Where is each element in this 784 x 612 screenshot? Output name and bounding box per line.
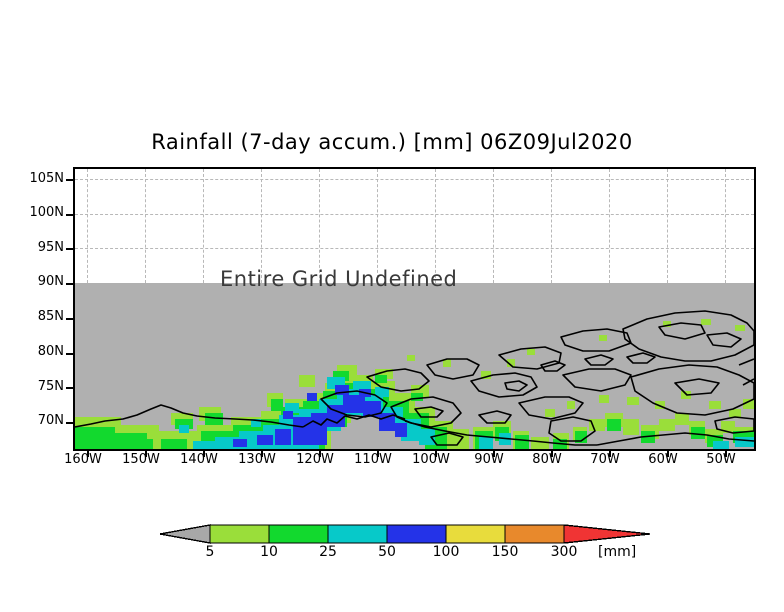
y-axis-label: 70N [37, 413, 64, 428]
colorbar-tick-label: 300 [550, 544, 578, 560]
gridline-vertical [609, 169, 610, 283]
gridline-vertical [493, 169, 494, 283]
x-axis-label: 100W [412, 452, 450, 467]
y-axis-tick [66, 422, 74, 424]
colorbar-segment-50-100 [386, 524, 447, 544]
gridline-horizontal [75, 179, 754, 180]
gridline-vertical [435, 169, 436, 283]
y-axis-tick [66, 353, 74, 355]
x-axis-label: 90W [474, 452, 504, 467]
x-axis-label: 110W [354, 452, 392, 467]
x-axis-tick [551, 449, 553, 457]
colorbar-tick-label: 100 [432, 544, 460, 560]
y-axis-label: 90N [37, 274, 64, 289]
colorbar-tick-label: 25 [319, 544, 337, 560]
colorbar-segment-below-5 [159, 524, 211, 544]
colorbar-tick-label: 10 [260, 544, 278, 560]
gridline-horizontal [75, 248, 754, 249]
x-axis-label: 160W [64, 452, 102, 467]
x-axis-tick [145, 449, 147, 457]
x-axis-tick [725, 449, 727, 457]
y-axis-label: 85N [37, 309, 64, 324]
rainfall-raster [75, 310, 754, 449]
y-axis-tick [66, 214, 74, 216]
gridline-horizontal [75, 214, 754, 215]
colorbar-segment-5-10 [209, 524, 270, 544]
colorbar-unit-label: [mm] [598, 544, 637, 560]
gridline-vertical [377, 169, 378, 283]
page-title: Rainfall (7-day accum.) [mm] 06Z09Jul202… [151, 130, 633, 154]
x-axis-label: 140W [180, 452, 218, 467]
colorbar-segment-25-50 [327, 524, 388, 544]
colorbar-segment-100-150 [445, 524, 506, 544]
y-axis-label: 95N [37, 240, 64, 255]
x-axis-tick [87, 449, 89, 457]
undefined-grid-label: Entire Grid Undefined [220, 267, 458, 291]
colorbar-tick-label: 150 [491, 544, 519, 560]
gridline-vertical [725, 169, 726, 283]
x-axis-tick [435, 449, 437, 457]
gridline-vertical [319, 169, 320, 283]
x-axis-tick [261, 449, 263, 457]
map-canvas: Entire Grid Undefined [75, 169, 754, 449]
x-axis-label: 120W [296, 452, 334, 467]
gridline-vertical [261, 169, 262, 283]
y-axis-label: 75N [37, 379, 64, 394]
y-axis-tick [66, 387, 74, 389]
y-axis-tick [66, 248, 74, 250]
x-axis-tick [667, 449, 669, 457]
y-axis-label: 105N [29, 171, 64, 186]
x-axis-tick [203, 449, 205, 457]
gridline-vertical [551, 169, 552, 283]
y-axis-tick [66, 318, 74, 320]
x-axis-tick [493, 449, 495, 457]
y-axis-label: 100N [29, 205, 64, 220]
x-axis-label: 60W [648, 452, 678, 467]
colorbar-segment-above-300 [563, 524, 651, 544]
x-axis-label: 150W [122, 452, 160, 467]
colorbar-segment-150-300 [504, 524, 565, 544]
y-axis-label: 80N [37, 344, 64, 359]
x-axis-label: 130W [238, 452, 276, 467]
gridline-vertical [145, 169, 146, 283]
gridline-vertical [87, 169, 88, 283]
x-axis-tick [377, 449, 379, 457]
x-axis-label: 80W [532, 452, 562, 467]
colorbar-swatches [159, 524, 651, 544]
x-axis-tick [319, 449, 321, 457]
x-axis-tick [609, 449, 611, 457]
y-axis-tick [66, 179, 74, 181]
gridline-vertical [667, 169, 668, 283]
colorbar-segment-10-25 [268, 524, 329, 544]
map-plot-area[interactable]: Entire Grid Undefined [66, 167, 756, 457]
gridline-vertical [203, 169, 204, 283]
x-axis-label: 50W [706, 452, 736, 467]
colorbar-tick-label: 50 [378, 544, 396, 560]
y-axis-tick [66, 283, 74, 285]
x-axis-label: 70W [590, 452, 620, 467]
colorbar[interactable]: 5 10 25 50 100 150 300 [mm] [0, 512, 784, 572]
colorbar-tick-label: 5 [205, 544, 215, 560]
